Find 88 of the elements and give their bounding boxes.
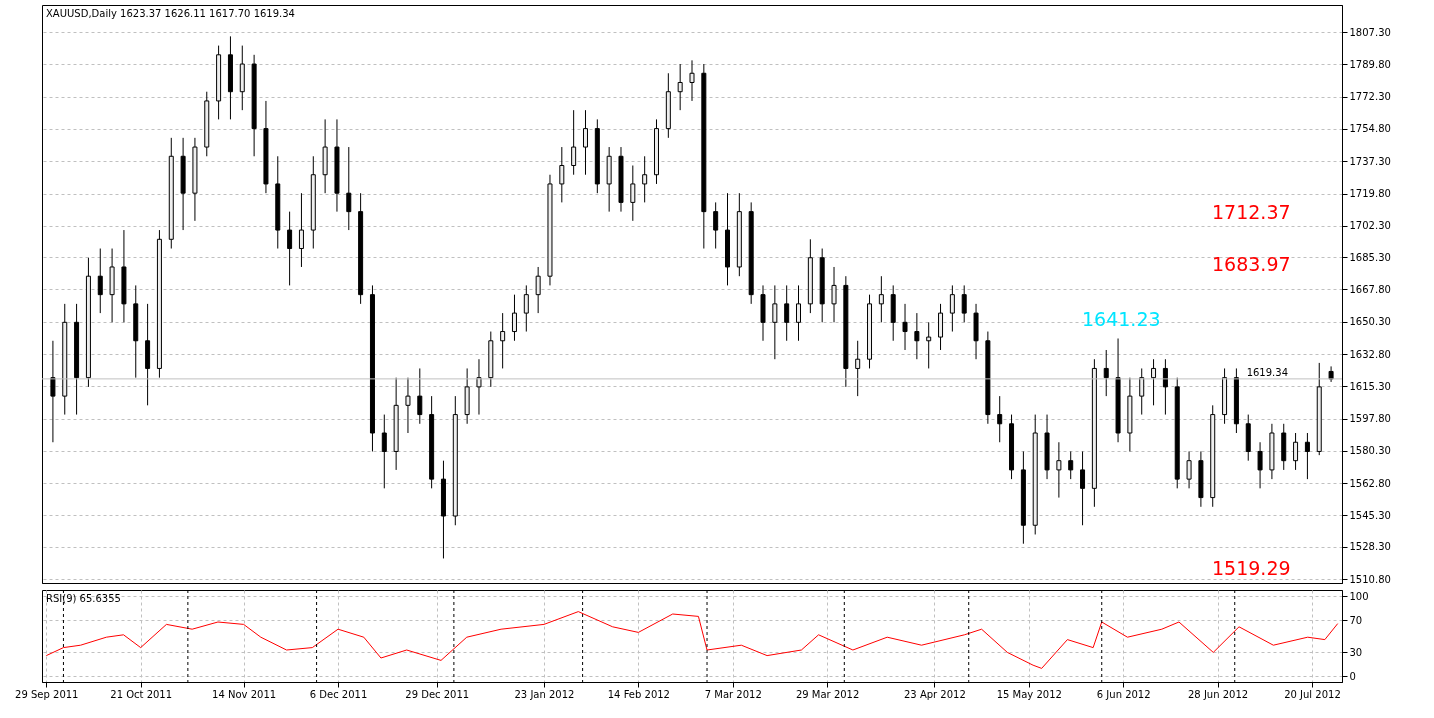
candlestick xyxy=(642,155,648,203)
candlestick xyxy=(772,284,778,360)
candlestick xyxy=(1186,450,1192,489)
ref-line-label: 1619.34 xyxy=(1246,366,1288,378)
candlestick xyxy=(949,284,955,333)
candlestick xyxy=(902,303,908,351)
y-tick-label: 1685.30 xyxy=(1349,251,1391,263)
y-tick-label: 1562.80 xyxy=(1349,477,1391,489)
y-tick-label: 1754.80 xyxy=(1349,123,1391,135)
y-tick-label: 1719.80 xyxy=(1349,188,1391,200)
x-tick-label: 14 Feb 2012 xyxy=(607,688,670,700)
y-tick-label: 0 xyxy=(1349,670,1356,682)
candlestick xyxy=(831,266,837,323)
candlestick xyxy=(1304,432,1310,480)
y-tick-label: 30 xyxy=(1349,646,1363,658)
candlestick xyxy=(50,340,56,443)
y-tick-label: 1667.80 xyxy=(1349,283,1391,295)
candlestick xyxy=(1080,450,1086,526)
y-tick-label: 1632.80 xyxy=(1349,348,1391,360)
x-tick-label: 23 Apr 2012 xyxy=(903,688,966,700)
candlestick xyxy=(997,395,1003,443)
candlestick xyxy=(582,109,588,176)
y-tick-label: 1702.30 xyxy=(1349,220,1391,232)
candlestick xyxy=(630,165,636,222)
y-tick-label: 1597.80 xyxy=(1349,413,1391,425)
y-tick-label: 1615.30 xyxy=(1349,380,1391,392)
candlestick xyxy=(926,321,932,369)
candlestick xyxy=(511,294,517,342)
candlestick xyxy=(961,284,967,323)
candlestick xyxy=(878,275,884,323)
candlestick xyxy=(405,377,411,434)
candlestick xyxy=(523,284,529,333)
x-tick-label: 7 Mar 2012 xyxy=(704,688,762,700)
y-tick-label: 100 xyxy=(1349,590,1369,602)
x-tick-label: 29 Sep 2011 xyxy=(15,688,79,700)
annotation: 1712.37 xyxy=(1212,201,1291,224)
x-tick-label: 28 Jun 2012 xyxy=(1188,688,1249,700)
candlestick xyxy=(1139,367,1145,416)
candlestick xyxy=(1257,441,1263,489)
candlestick xyxy=(1162,358,1168,416)
candlestick xyxy=(535,266,541,314)
line-series xyxy=(45,611,1339,669)
y-tick-label: 1772.30 xyxy=(1349,91,1391,103)
annotation: 1519.29 xyxy=(1212,556,1291,579)
candlestick xyxy=(1056,441,1062,499)
annotation: 1683.97 xyxy=(1212,253,1291,276)
y-tick-label: 1580.30 xyxy=(1349,445,1391,457)
candlestick xyxy=(1068,450,1074,480)
y-tick-label: 1789.80 xyxy=(1349,58,1391,70)
candlestick xyxy=(571,109,577,176)
candlestick xyxy=(559,146,565,203)
chart-title: RSI(9) 65.6355 xyxy=(46,593,121,604)
x-tick-label: 29 Mar 2012 xyxy=(795,688,860,700)
candlestick xyxy=(298,192,304,268)
candlestick xyxy=(938,303,944,351)
y-tick-label: 1545.30 xyxy=(1349,509,1391,521)
x-tick-label: 6 Dec 2011 xyxy=(309,688,368,700)
y-tick-label: 1650.30 xyxy=(1349,316,1391,328)
x-tick-label: 14 Nov 2011 xyxy=(212,688,277,700)
chart-title: XAUUSD,Daily 1623.37 1626.11 1617.70 1619.34 xyxy=(46,8,295,19)
candlestick xyxy=(914,312,920,360)
x-tick-label: 29 Dec 2011 xyxy=(405,688,470,700)
candlestick xyxy=(1293,432,1299,471)
y-tick-label: 1807.30 xyxy=(1349,26,1391,38)
candlestick xyxy=(346,146,352,231)
x-tick-label: 21 Oct 2011 xyxy=(110,688,173,700)
candlestick xyxy=(796,284,802,342)
candlestick xyxy=(500,312,506,369)
x-tick-label: 6 Jun 2012 xyxy=(1096,688,1151,700)
candlestick xyxy=(677,63,683,111)
candlestick xyxy=(1103,349,1109,397)
candlestick xyxy=(713,201,719,250)
annotation: 1641.23 xyxy=(1082,308,1161,331)
y-tick-label: 70 xyxy=(1349,614,1363,626)
x-tick-label: 15 May 2012 xyxy=(996,688,1062,700)
candlestick xyxy=(417,367,423,425)
candlestick xyxy=(1151,358,1157,406)
candlestick xyxy=(784,284,790,342)
candlestick xyxy=(287,211,293,286)
x-tick-label: 20 Jul 2012 xyxy=(1284,688,1341,700)
y-tick-label: 1528.30 xyxy=(1349,541,1391,553)
candlestick xyxy=(689,59,695,102)
candlestick xyxy=(855,340,861,397)
y-tick-label: 1737.30 xyxy=(1349,155,1391,167)
y-tick-label: 1510.80 xyxy=(1349,573,1391,585)
x-tick-label: 23 Jan 2012 xyxy=(514,688,575,700)
candlestick xyxy=(97,248,103,314)
candlestick xyxy=(381,414,387,489)
